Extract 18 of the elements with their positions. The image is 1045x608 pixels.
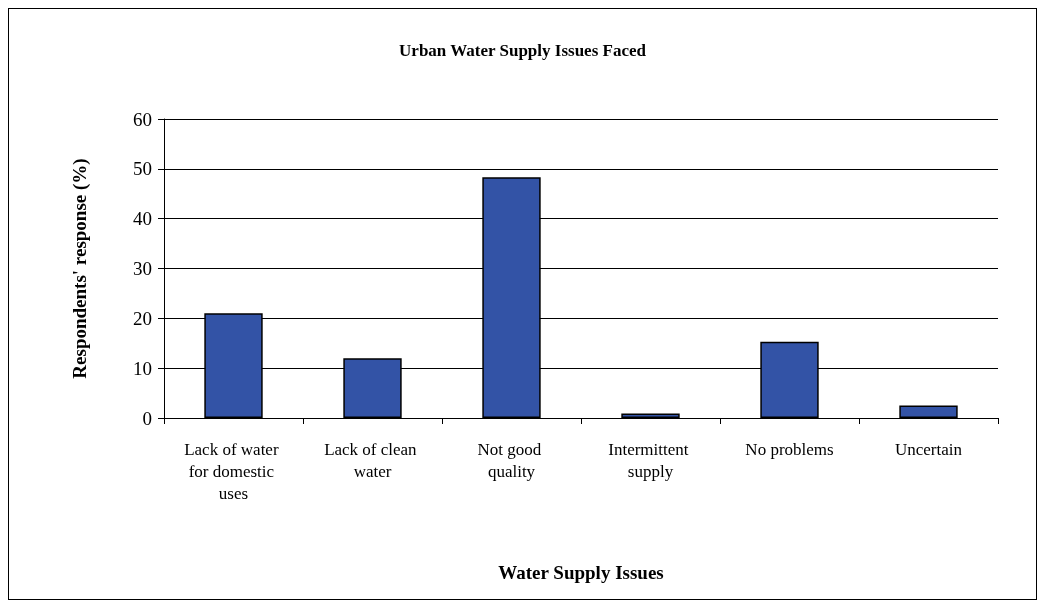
x-tick-label: Uncertain xyxy=(894,439,963,459)
x-tick-label: No problems xyxy=(745,439,834,459)
y-tick-label: 50 xyxy=(133,158,152,180)
x-tick-label: Lack of clean water xyxy=(324,439,421,481)
bar xyxy=(621,413,680,418)
y-tick-label: 40 xyxy=(133,208,152,230)
y-tick-label: 30 xyxy=(133,258,152,279)
chart-title: Urban Water Supply Issues Faced xyxy=(399,41,647,60)
y-tick-label: 0 xyxy=(142,407,152,429)
y-tick-label: 10 xyxy=(133,357,152,379)
y-tick-label: 60 xyxy=(133,108,152,130)
x-tick-label: Not good quality xyxy=(477,439,546,481)
y-tick-label: 20 xyxy=(133,307,152,329)
x-tick-label: Intermittent supply xyxy=(608,439,693,481)
x-tick-label: Lack of water for domestic uses xyxy=(184,439,283,503)
y-axis-title: Respondents' response (%) xyxy=(69,158,91,379)
bar xyxy=(899,405,958,418)
x-axis-title: Water Supply Issues xyxy=(498,562,664,583)
